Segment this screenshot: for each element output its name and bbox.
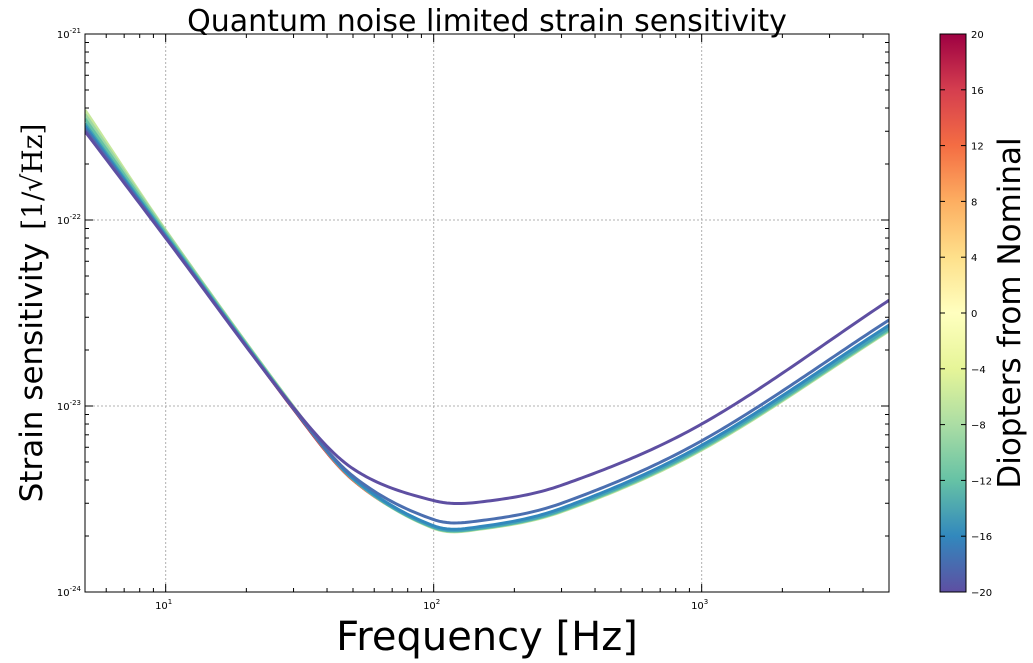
colorbar-tick-label: −20 <box>971 588 992 599</box>
grid-lines <box>85 34 889 592</box>
x-axis-label: Frequency [Hz] <box>336 614 638 660</box>
y-axis-unit: [1/√Hz] <box>16 124 49 230</box>
series-line-diopter--8 <box>85 113 889 533</box>
series-line-diopter-20 <box>85 130 889 532</box>
series-line-diopter--18 <box>85 127 889 525</box>
series-line-diopter--20 <box>85 130 889 506</box>
colorbar-tick-label: 12 <box>971 142 984 153</box>
y-tick-label: 10-21 <box>57 27 81 41</box>
x-tick-labels: 101 102 103 <box>155 598 708 612</box>
colorbar-tick-label: 8 <box>971 197 977 208</box>
x-tick-label: 101 <box>155 598 172 612</box>
colorbar-label: Diopters from Nominal <box>992 137 1028 488</box>
series-group <box>85 109 889 534</box>
y-axis-label-group: Strain sensitivity [1/√Hz] <box>14 124 50 503</box>
colorbar-tick-label: −12 <box>971 476 992 487</box>
colorbar-ticks: 20 16 12 8 4 0 −4 −8 −12 −16 −20 <box>940 30 992 599</box>
colorbar-tick-label: −4 <box>971 365 986 376</box>
chart-title: Quantum noise limited strain sensitivity <box>187 4 787 39</box>
colorbar-tick-label: 0 <box>971 309 977 320</box>
series-line-diopter--14 <box>85 122 889 533</box>
y-tick-label: 10-24 <box>57 585 82 599</box>
y-tick-labels: 10-24 10-23 10-22 10-21 <box>57 27 82 599</box>
colorbar-tick-label: −8 <box>971 421 986 432</box>
y-axis-label: Strain sensitivity [1/√Hz] <box>14 124 50 503</box>
y-tick-label: 10-23 <box>57 399 81 413</box>
plot-frame <box>84 33 890 593</box>
x-tick-label: 102 <box>423 598 440 612</box>
x-tick-label: 103 <box>691 598 708 612</box>
series-line-diopter--12 <box>85 117 889 533</box>
colorbar-tick-label: 16 <box>971 86 984 97</box>
series-line-diopter-12 <box>85 129 889 532</box>
minor-ticks <box>85 33 889 593</box>
series-line-diopter--4 <box>85 109 889 534</box>
colorbar-tick-label: 20 <box>971 30 984 41</box>
colorbar-tick-label: 4 <box>971 253 977 264</box>
y-tick-label: 10-22 <box>57 213 81 227</box>
colorbar-tick-label: −16 <box>971 532 992 543</box>
series-line-diopter--16 <box>85 125 889 531</box>
